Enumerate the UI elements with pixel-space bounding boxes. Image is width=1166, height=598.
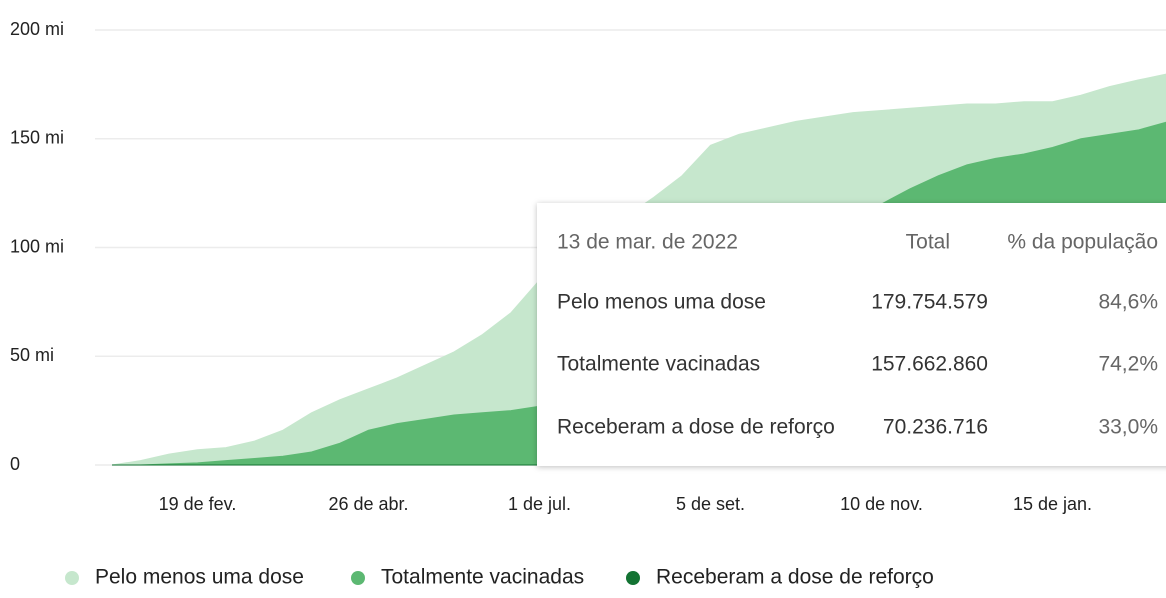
x-tick-label: 26 de abr. [328, 494, 408, 514]
y-tick-label: 50 mi [10, 345, 54, 365]
tooltip-series: Totalmente vacinadas [557, 353, 760, 376]
legend-label: Receberam a dose de reforço [656, 566, 934, 589]
y-tick-label: 150 mi [10, 128, 64, 148]
tooltip-header: Total [906, 231, 950, 254]
x-tick-label: 1 de jul. [508, 494, 571, 514]
y-tick-label: 0 [10, 454, 20, 474]
legend-marker [351, 571, 365, 585]
tooltip-total: 70.236.716 [883, 416, 988, 439]
legend-marker [65, 571, 79, 585]
tooltip: 13 de mar. de 2022 Total % da população … [537, 203, 1166, 466]
legend-label: Totalmente vacinadas [381, 566, 584, 589]
legend-marker [626, 571, 640, 585]
y-tick-label: 200 mi [10, 19, 64, 39]
x-tick-label: 5 de set. [676, 494, 745, 514]
tooltip-percent: 84,6% [1098, 291, 1158, 314]
tooltip-percent: 33,0% [1098, 416, 1158, 439]
tooltip-total: 157.662.860 [871, 353, 988, 376]
legend-label: Pelo menos uma dose [95, 566, 304, 589]
tooltip-series: Pelo menos uma dose [557, 291, 766, 314]
tooltip-percent: 74,2% [1098, 353, 1158, 376]
tooltip-date: 13 de mar. de 2022 [557, 231, 738, 254]
tooltip-header: % da população [1007, 231, 1158, 254]
tooltip-series: Receberam a dose de reforço [557, 416, 835, 439]
y-tick-label: 100 mi [10, 236, 64, 256]
x-tick-label: 19 de fev. [159, 494, 237, 514]
x-tick-label: 15 de jan. [1013, 494, 1092, 514]
tooltip-total: 179.754.579 [871, 291, 988, 314]
x-tick-label: 10 de nov. [840, 494, 923, 514]
tooltip-box [537, 203, 1166, 466]
